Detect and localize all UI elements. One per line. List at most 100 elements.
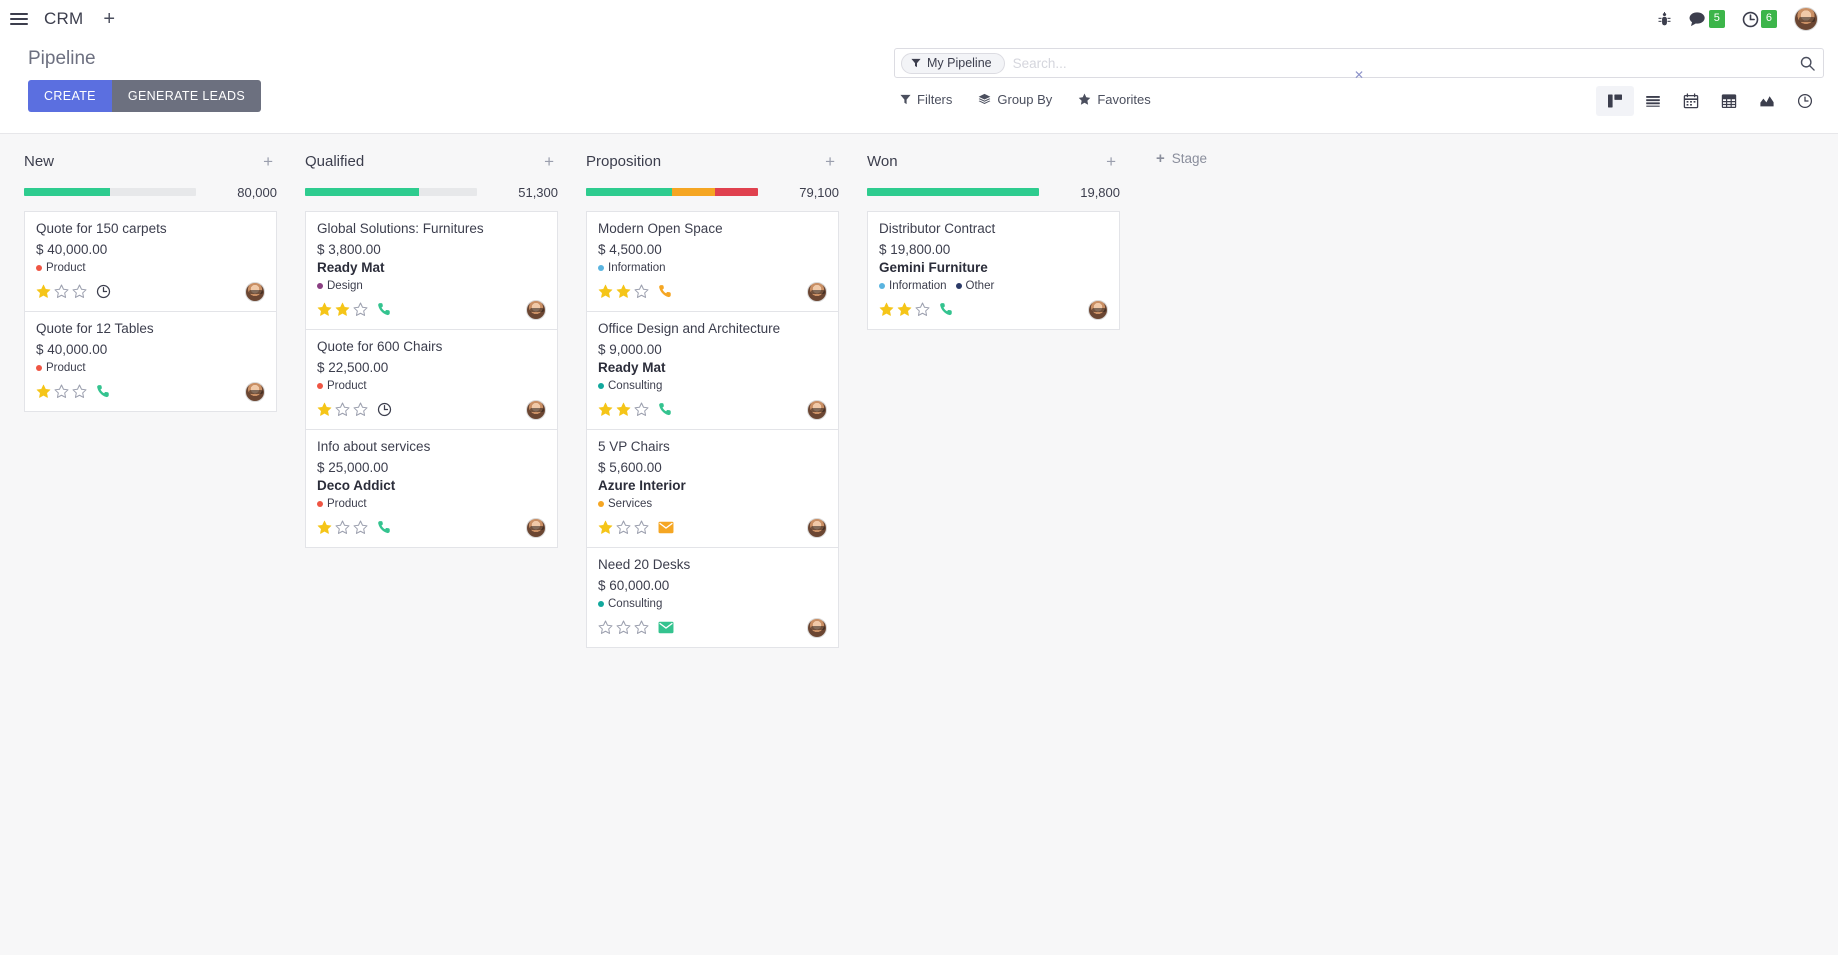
- star-empty-icon[interactable]: [598, 620, 613, 635]
- star-filled-icon[interactable]: [879, 302, 894, 317]
- star-filled-icon[interactable]: [36, 384, 51, 399]
- kanban-card-activity[interactable]: [96, 384, 111, 399]
- view-pivot-button[interactable]: [1710, 86, 1748, 116]
- search-icon[interactable]: [1800, 56, 1815, 71]
- star-filled-icon[interactable]: [317, 520, 332, 535]
- create-button[interactable]: CREATE: [28, 80, 112, 112]
- star-filled-icon[interactable]: [616, 402, 631, 417]
- plus-icon[interactable]: +: [825, 151, 835, 171]
- app-brand-crm[interactable]: CRM: [44, 9, 84, 28]
- view-calendar-button[interactable]: [1672, 86, 1710, 116]
- star-empty-icon[interactable]: [634, 402, 649, 417]
- kanban-card-activity[interactable]: [658, 521, 674, 534]
- activity-phone-icon[interactable]: [658, 402, 673, 417]
- priority-stars[interactable]: [36, 384, 87, 399]
- activity-clock-icon[interactable]: [96, 284, 111, 299]
- search-input[interactable]: [1004, 55, 1800, 71]
- progress-segment-orange[interactable]: [672, 188, 715, 196]
- activity-phone-icon[interactable]: [377, 520, 392, 535]
- priority-stars[interactable]: [879, 302, 930, 317]
- plus-icon[interactable]: +: [544, 151, 554, 171]
- star-empty-icon[interactable]: [915, 302, 930, 317]
- activity-clock-icon[interactable]: [377, 402, 392, 417]
- kanban-column-title[interactable]: New: [24, 152, 55, 170]
- close-icon[interactable]: ✕: [1353, 68, 1365, 82]
- kanban-card[interactable]: Quote for 150 carpets $ 40,000.00 Product: [24, 211, 277, 312]
- star-empty-icon[interactable]: [353, 520, 368, 535]
- activity-phone-icon[interactable]: [377, 302, 392, 317]
- star-empty-icon[interactable]: [634, 520, 649, 535]
- avatar[interactable]: [807, 517, 827, 538]
- progress-segment-green[interactable]: [305, 188, 419, 196]
- add-stage-button[interactable]: + Stage: [1156, 150, 1207, 167]
- kanban-card-activity[interactable]: [377, 402, 392, 417]
- avatar[interactable]: [526, 299, 546, 320]
- star-empty-icon[interactable]: [634, 620, 649, 635]
- search-facet-my-pipeline[interactable]: My Pipeline: [901, 52, 1005, 74]
- star-empty-icon[interactable]: [54, 284, 69, 299]
- kanban-card-activity[interactable]: [658, 402, 673, 417]
- view-kanban-button[interactable]: [1596, 86, 1634, 116]
- star-empty-icon[interactable]: [616, 620, 631, 635]
- view-activity-button[interactable]: [1786, 86, 1824, 116]
- star-filled-icon[interactable]: [598, 402, 613, 417]
- star-filled-icon[interactable]: [317, 302, 332, 317]
- priority-stars[interactable]: [317, 302, 368, 317]
- activity-phone-icon[interactable]: [939, 302, 954, 317]
- group-by-menu[interactable]: Group By: [978, 92, 1052, 107]
- plus-icon[interactable]: +: [263, 151, 273, 171]
- avatar[interactable]: [245, 281, 265, 302]
- kanban-card-activity[interactable]: [377, 520, 392, 535]
- plus-icon[interactable]: +: [103, 8, 116, 30]
- star-filled-icon[interactable]: [598, 284, 613, 299]
- progress-segment-green[interactable]: [586, 188, 672, 196]
- priority-stars[interactable]: [317, 520, 368, 535]
- kanban-card[interactable]: Modern Open Space $ 4,500.00 Information: [586, 211, 839, 312]
- kanban-column-title[interactable]: Proposition: [586, 152, 662, 170]
- bug-icon[interactable]: [1657, 11, 1672, 27]
- hamburger-icon[interactable]: [8, 10, 30, 28]
- activity-phone-icon[interactable]: [96, 384, 111, 399]
- kanban-card-activity[interactable]: [377, 302, 392, 317]
- priority-stars[interactable]: [317, 402, 368, 417]
- kanban-card[interactable]: 5 VP Chairs $ 5,600.00 Azure Interior Servi…: [586, 429, 839, 548]
- kanban-card-activity[interactable]: [658, 621, 674, 634]
- priority-stars[interactable]: [598, 620, 649, 635]
- star-filled-icon[interactable]: [598, 520, 613, 535]
- avatar[interactable]: [807, 399, 827, 420]
- avatar[interactable]: [526, 517, 546, 538]
- priority-stars[interactable]: [598, 402, 649, 417]
- avatar[interactable]: [807, 281, 827, 302]
- kanban-card[interactable]: Global Solutions: Furnitures $ 3,800.00 Re…: [305, 211, 558, 330]
- view-list-button[interactable]: [1634, 86, 1672, 116]
- activity-mail-icon[interactable]: [658, 521, 674, 534]
- activities-systray[interactable]: 6: [1742, 10, 1777, 28]
- plus-icon[interactable]: +: [1106, 151, 1116, 171]
- kanban-card-activity[interactable]: [939, 302, 954, 317]
- star-filled-icon[interactable]: [36, 284, 51, 299]
- avatar[interactable]: [1794, 7, 1818, 31]
- kanban-card-activity[interactable]: [658, 284, 673, 299]
- avatar[interactable]: [1088, 299, 1108, 320]
- star-empty-icon[interactable]: [353, 302, 368, 317]
- generate-leads-button[interactable]: GENERATE LEADS: [111, 80, 262, 112]
- kanban-card[interactable]: Office Design and Architecture $ 9,000.00…: [586, 311, 839, 430]
- star-empty-icon[interactable]: [72, 384, 87, 399]
- kanban-card[interactable]: Quote for 600 Chairs $ 22,500.00 Product: [305, 329, 558, 430]
- star-empty-icon[interactable]: [72, 284, 87, 299]
- kanban-card[interactable]: Distributor Contract $ 19,800.00 Gemini Fu…: [867, 211, 1120, 330]
- progress-segment-red[interactable]: [715, 188, 758, 196]
- star-filled-icon[interactable]: [317, 402, 332, 417]
- star-empty-icon[interactable]: [634, 284, 649, 299]
- star-empty-icon[interactable]: [335, 402, 350, 417]
- kanban-column-title[interactable]: Won: [867, 152, 898, 170]
- star-empty-icon[interactable]: [54, 384, 69, 399]
- activity-phone-icon[interactable]: [658, 284, 673, 299]
- star-empty-icon[interactable]: [335, 520, 350, 535]
- kanban-card-activity[interactable]: [96, 284, 111, 299]
- priority-stars[interactable]: [598, 520, 649, 535]
- messages-systray[interactable]: 5: [1689, 10, 1725, 28]
- kanban-column-title[interactable]: Qualified: [305, 152, 365, 170]
- star-empty-icon[interactable]: [616, 520, 631, 535]
- star-empty-icon[interactable]: [353, 402, 368, 417]
